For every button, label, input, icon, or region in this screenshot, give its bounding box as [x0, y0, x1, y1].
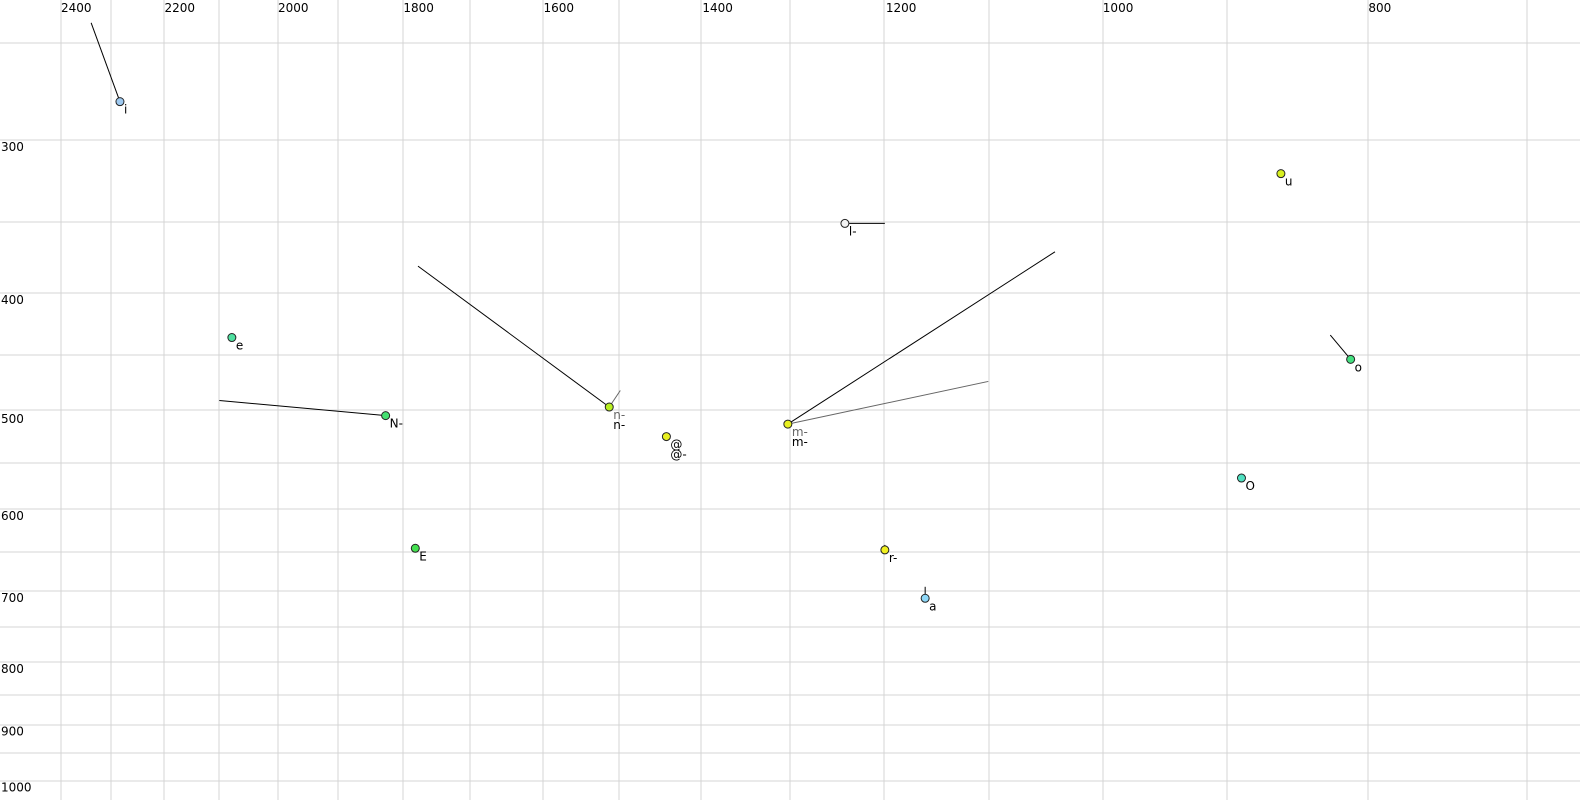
point-label: N-	[390, 417, 403, 431]
data-point	[1236, 473, 1246, 483]
y-tick-label: 300	[1, 140, 24, 154]
point-label: u	[1285, 175, 1293, 189]
tick-labels: 2400 2200 2000 1800 1600 1400 1200 1000 800 300 40…	[1, 1, 1391, 795]
point-label: E	[419, 549, 427, 563]
data-point	[783, 419, 793, 429]
y-tick-label: 1000	[1, 781, 32, 795]
point-label: m-	[792, 435, 808, 449]
x-tick-label: 2000	[278, 1, 309, 15]
point-label: l-	[849, 224, 857, 238]
data-point	[840, 218, 850, 228]
x-tick-label: 2400	[61, 1, 92, 15]
y-tick-label: 400	[1, 293, 24, 307]
x-tick-label: 1600	[544, 1, 575, 15]
point-label: r-	[889, 551, 898, 565]
trajectory-line	[90, 22, 121, 102]
trajectory-line	[787, 251, 1056, 425]
trajectory-line-secondary	[787, 380, 989, 425]
data-point	[115, 97, 125, 107]
point-label: e	[236, 339, 243, 353]
x-tick-label: 1400	[702, 1, 733, 15]
data-point	[661, 432, 671, 442]
point-label: i	[124, 103, 127, 117]
x-tick-label: 1000	[1103, 1, 1134, 15]
data-point	[920, 593, 930, 603]
trajectory-line	[219, 399, 386, 417]
point-sublabel: n-	[613, 408, 625, 422]
point-sublabel: m-	[792, 425, 808, 439]
data-point	[410, 543, 420, 553]
point-sublabel: @	[670, 438, 682, 452]
data-point	[227, 333, 237, 343]
data-points: i e N- En-n- @@- m-m-l-r-a u o O	[90, 22, 1362, 613]
y-tick-label: 500	[1, 412, 24, 426]
x-tick-label: 1200	[886, 1, 917, 15]
x-tick-label: 800	[1368, 1, 1391, 15]
data-point	[1276, 169, 1286, 179]
data-point	[1346, 354, 1356, 364]
trajectory-line	[1329, 334, 1352, 360]
x-tick-label: 1800	[403, 1, 434, 15]
y-tick-label: 800	[1, 662, 24, 676]
point-label: n-	[613, 418, 625, 432]
point-label: @-	[670, 448, 686, 462]
data-point	[880, 545, 890, 555]
y-tick-label: 900	[1, 724, 24, 738]
point-label: o	[1355, 360, 1362, 374]
data-point	[604, 402, 614, 412]
data-point	[381, 411, 391, 421]
point-label: a	[929, 599, 936, 613]
x-tick-label: 2200	[165, 1, 196, 15]
y-tick-label: 600	[1, 509, 24, 523]
trajectory-line	[417, 265, 610, 408]
y-tick-label: 700	[1, 591, 24, 605]
point-label: O	[1245, 479, 1254, 493]
